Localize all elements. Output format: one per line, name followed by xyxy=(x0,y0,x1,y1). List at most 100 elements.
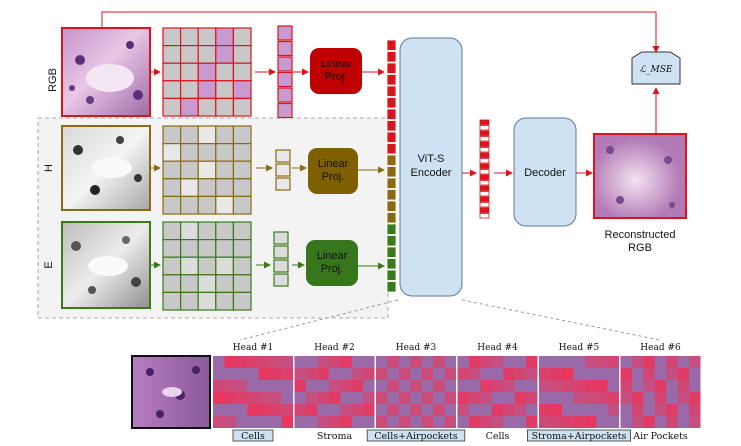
latent-token xyxy=(479,213,490,219)
attention-cell xyxy=(526,416,538,428)
attention-cell xyxy=(305,392,318,404)
attention-cell xyxy=(620,392,632,404)
attention-cell xyxy=(421,368,434,380)
attention-cell xyxy=(550,404,562,416)
attention-cell xyxy=(351,404,364,416)
head-title: Head #3 xyxy=(396,343,437,353)
visible-patch xyxy=(273,245,289,259)
attention-cell xyxy=(398,392,411,404)
grid-patch xyxy=(162,125,182,145)
svg-text:Proj.: Proj. xyxy=(325,71,348,83)
h-input-image xyxy=(61,125,151,211)
attention-cell xyxy=(620,368,632,380)
attention-cell xyxy=(561,416,574,428)
attention-cell xyxy=(596,392,608,404)
attention-cell xyxy=(363,392,375,404)
attention-cell xyxy=(328,380,341,392)
attention-cell xyxy=(363,368,375,380)
attention-cell xyxy=(376,416,388,428)
head-tag: Stroma+Airpockets xyxy=(532,431,627,442)
attention-cell xyxy=(526,368,538,380)
attention-cell xyxy=(213,416,225,428)
visible-patch xyxy=(273,273,289,287)
attention-cell xyxy=(643,356,655,368)
attention-cell xyxy=(433,404,445,416)
grid-patch xyxy=(232,143,252,162)
grid-patch xyxy=(197,27,217,47)
attention-cell xyxy=(689,356,701,368)
grid-patch xyxy=(180,80,199,100)
grid-patch xyxy=(215,291,235,311)
attention-cell xyxy=(550,368,562,380)
grid-patch xyxy=(180,27,199,47)
rgb-linear-proj: Linear Proj. xyxy=(310,48,362,94)
attention-cell xyxy=(607,356,619,368)
attention-cell xyxy=(351,380,364,392)
attention-cell xyxy=(677,380,690,392)
latent-token xyxy=(479,202,490,208)
attention-cell xyxy=(281,404,293,416)
grid-patch xyxy=(162,44,182,64)
token xyxy=(386,281,397,293)
h-linear-proj: Linear Proj. xyxy=(308,148,358,194)
visible-patch xyxy=(277,102,293,119)
latent-tokens xyxy=(479,119,490,219)
grid-patch xyxy=(197,143,217,162)
attention-cell xyxy=(328,392,341,404)
attention-cell xyxy=(503,404,515,416)
attention-cell xyxy=(539,368,551,380)
grid-patch xyxy=(215,160,235,180)
latent-token xyxy=(479,158,490,164)
visible-patch xyxy=(277,40,293,57)
attention-cell xyxy=(643,416,655,428)
attention-cell xyxy=(689,416,701,428)
attention-cell xyxy=(654,404,667,416)
token-column xyxy=(386,39,397,293)
grid-patch xyxy=(197,80,217,100)
visible-patch xyxy=(277,25,293,41)
latent-token xyxy=(479,125,490,131)
attention-cell xyxy=(235,356,248,368)
head-title: Head #6 xyxy=(640,343,681,353)
token xyxy=(386,120,397,132)
head-title: Head #1 xyxy=(233,343,273,353)
svg-text:Decoder: Decoder xyxy=(524,167,566,179)
attention-cell xyxy=(444,416,456,428)
head-tag: Stroma xyxy=(317,431,353,442)
grid-patch xyxy=(232,195,252,215)
head-tag-box xyxy=(232,429,274,442)
e-row-label: E xyxy=(43,261,55,268)
token xyxy=(386,189,397,201)
grid-patch xyxy=(180,125,199,145)
attention-cell xyxy=(444,392,456,404)
svg-text:Linear: Linear xyxy=(318,158,349,170)
attention-cell xyxy=(561,368,574,380)
token xyxy=(386,258,397,270)
grid-patch xyxy=(215,256,235,276)
attention-cell xyxy=(340,380,352,392)
attention-cell xyxy=(643,368,655,380)
attention-cell xyxy=(340,416,352,428)
reconstructed-label-1: Reconstructed xyxy=(605,229,676,241)
visible-patch xyxy=(275,149,291,163)
grid-patch xyxy=(162,274,182,293)
h-masked-grid xyxy=(162,125,252,215)
attention-cell xyxy=(224,356,236,368)
grid-patch xyxy=(232,80,252,100)
attention-cell xyxy=(398,368,411,380)
grid-patch xyxy=(232,44,252,64)
e-linear-proj: Linear Proj. xyxy=(306,240,358,286)
grid-patch xyxy=(232,256,252,276)
rgb-visible-patches xyxy=(277,25,293,119)
grid-patch xyxy=(197,97,217,117)
grid-patch xyxy=(180,256,199,276)
grid-patch xyxy=(180,160,199,180)
attention-cell xyxy=(328,416,341,428)
attention-cell xyxy=(539,404,551,416)
grid-patch xyxy=(180,44,199,64)
attention-cell xyxy=(573,392,585,404)
svg-text:ViT-S: ViT-S xyxy=(418,153,445,165)
attention-cell xyxy=(247,356,259,368)
visible-patch xyxy=(275,177,291,191)
